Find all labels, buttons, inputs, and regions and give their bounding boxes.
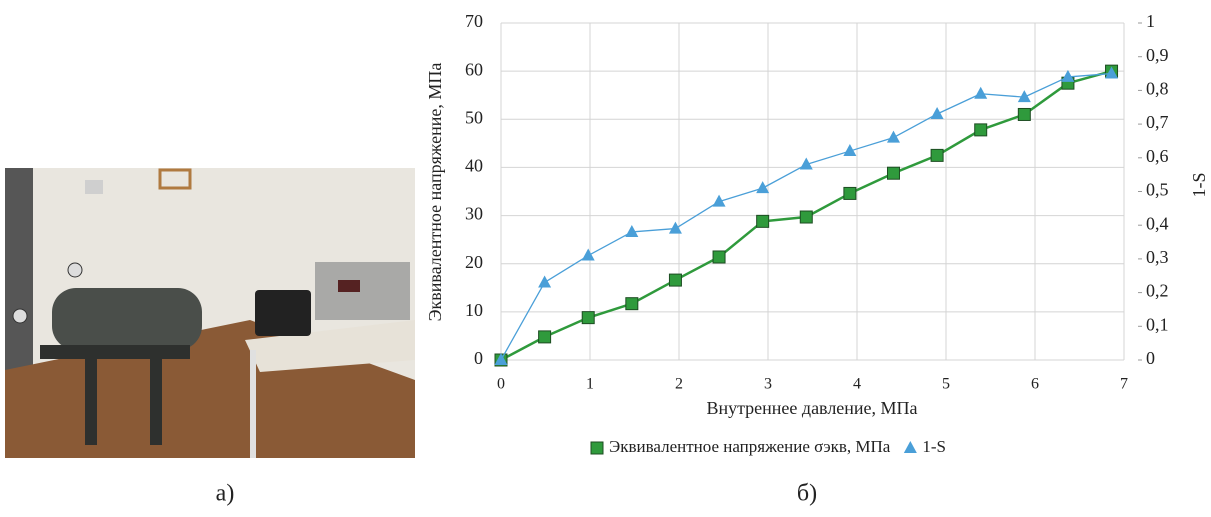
data-point	[582, 249, 595, 261]
y-axis-title: Эквивалентное напряжение, МПа	[425, 63, 445, 322]
photo-stand-leg	[150, 350, 162, 445]
data-point	[626, 298, 638, 310]
panel-label: а)	[216, 481, 235, 507]
data-point	[975, 124, 987, 136]
data-point	[756, 181, 769, 193]
photo-gauge	[68, 263, 82, 277]
x-tick-label: 1	[586, 376, 594, 393]
data-point	[931, 107, 944, 119]
x-tick-label: 5	[942, 376, 950, 393]
photo	[5, 168, 415, 458]
photo-tablet	[255, 290, 311, 336]
photo-gauge	[13, 309, 27, 323]
data-point	[887, 131, 900, 143]
y2-tick-label: 0,7	[1146, 112, 1169, 132]
photo-display	[338, 280, 360, 292]
data-point	[582, 312, 594, 324]
legend-marker	[591, 442, 603, 454]
y-tick-label: 30	[465, 204, 483, 224]
y2-tick-label: 0,4	[1146, 213, 1169, 233]
figure: а) б) Внутреннее давление, МПа Эквивален…	[0, 0, 1211, 517]
photo-device	[315, 262, 410, 320]
photo-box	[85, 180, 103, 194]
y-tick-label: 20	[465, 252, 483, 272]
data-point	[800, 211, 812, 223]
x-axis-title: Внутреннее давление, МПа	[706, 398, 917, 418]
y2-tick-label: 0,3	[1146, 247, 1169, 267]
photo-stand	[40, 345, 190, 359]
photo-tank	[52, 288, 202, 350]
y2-tick-label: 0,2	[1146, 281, 1169, 301]
y-tick-label: 40	[465, 156, 483, 176]
y-tick-label: 70	[465, 11, 483, 31]
x-tick-label: 2	[675, 376, 683, 393]
y-tick-label: 0	[474, 348, 483, 368]
legend-label: 1-S	[922, 437, 946, 456]
legend-label: Эквивалентное напряжение σэкв, МПа	[609, 437, 891, 456]
data-point	[1018, 108, 1030, 120]
data-point	[931, 149, 943, 161]
photo-table-leg	[250, 350, 256, 458]
y2-axis-title: 1-S	[1189, 172, 1209, 197]
y2-tick-label: 0,1	[1146, 314, 1169, 334]
photo-stand-leg	[85, 350, 97, 445]
data-point	[539, 331, 551, 343]
x-tick-label: 0	[497, 376, 505, 393]
data-point	[713, 251, 725, 263]
x-tick-label: 6	[1031, 376, 1039, 393]
data-point	[844, 187, 856, 199]
y2-tick-label: 0,5	[1146, 180, 1169, 200]
page: а) б) Внутреннее давление, МПа Эквивален…	[0, 0, 1211, 517]
data-point	[887, 167, 899, 179]
y2-tick-label: 1	[1146, 11, 1155, 31]
data-point	[669, 274, 681, 286]
data-point	[757, 215, 769, 227]
y-tick-label: 60	[465, 59, 483, 79]
panel-label: б)	[797, 481, 817, 507]
legend-marker	[904, 441, 917, 453]
y-tick-label: 10	[465, 300, 483, 320]
data-point	[538, 275, 551, 287]
x-tick-label: 4	[853, 376, 861, 393]
y2-tick-label: 0,8	[1146, 79, 1169, 99]
y2-tick-label: 0,9	[1146, 45, 1169, 65]
y-tick-label: 50	[465, 107, 483, 127]
y2-tick-label: 0	[1146, 348, 1155, 368]
data-point	[669, 222, 682, 234]
x-tick-label: 3	[764, 376, 772, 393]
data-point	[974, 87, 987, 99]
y2-tick-label: 0,6	[1146, 146, 1169, 166]
x-tick-label: 7	[1120, 376, 1128, 393]
